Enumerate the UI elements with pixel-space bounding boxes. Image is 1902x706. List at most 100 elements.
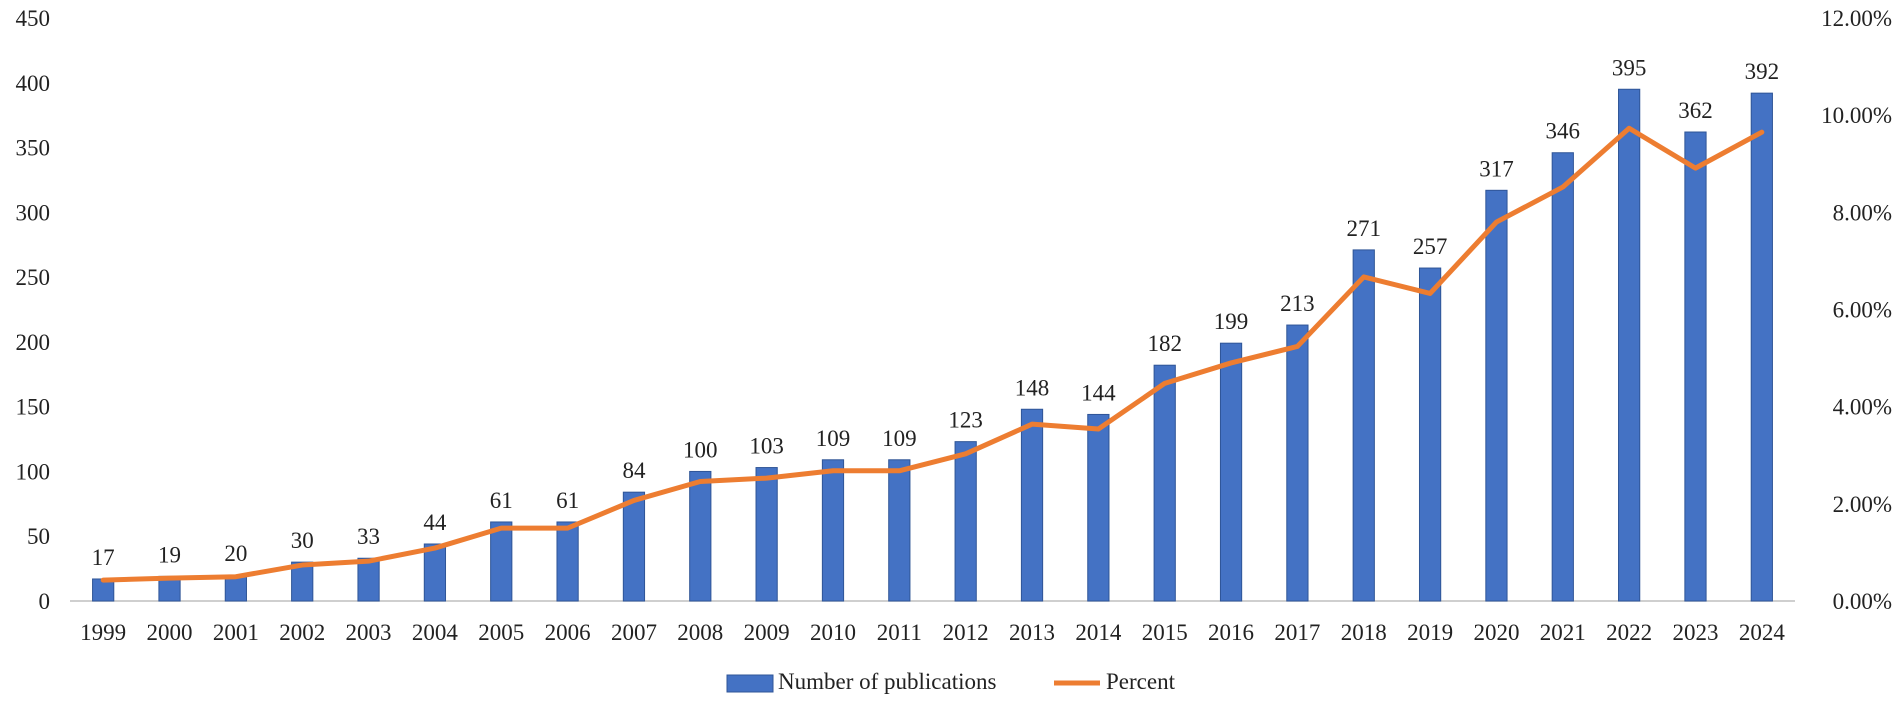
- bar-value-label: 109: [816, 426, 851, 451]
- left-tick-label: 350: [16, 136, 51, 161]
- right-tick-label: 12.00%: [1821, 6, 1892, 31]
- bar: [423, 543, 447, 602]
- left-y-axis: 0 50 100 150 200 250 300 350 400 450: [16, 6, 51, 614]
- bar: [357, 557, 380, 602]
- bar-value-label: 362: [1678, 98, 1713, 123]
- x-tick-label: 2022: [1606, 620, 1652, 645]
- left-tick-label: 300: [16, 200, 51, 225]
- left-tick-label: 200: [16, 330, 51, 355]
- bar: [954, 441, 977, 602]
- percent-point: [1361, 274, 1366, 279]
- legend-label-percent: Percent: [1106, 669, 1176, 694]
- bar-value-label: 213: [1280, 291, 1315, 316]
- legend-item-percent[interactable]: Percent: [1054, 669, 1176, 694]
- percent-point: [1494, 220, 1499, 225]
- right-tick-label: 6.00%: [1833, 298, 1892, 323]
- bar-series: [92, 88, 1773, 602]
- bar-value-label: 346: [1546, 119, 1581, 144]
- percent-point: [101, 578, 106, 583]
- bar: [821, 459, 845, 602]
- bar-value-label: 84: [622, 458, 646, 483]
- percent-point: [1096, 427, 1101, 432]
- x-tick-label: 2013: [1009, 620, 1055, 645]
- bar: [622, 491, 646, 602]
- bar-value-label: 148: [1015, 375, 1050, 400]
- bar: [1352, 249, 1375, 602]
- percent-point: [565, 526, 570, 531]
- x-tick-label: 2017: [1274, 620, 1320, 645]
- bar-value-label: 395: [1612, 55, 1647, 80]
- percent-point: [167, 576, 172, 581]
- bar-value-label: 392: [1745, 59, 1780, 84]
- bar: [1618, 88, 1641, 602]
- percent-point: [499, 526, 504, 531]
- bar-value-label: 109: [882, 426, 917, 451]
- legend-label-publications: Number of publications: [778, 669, 997, 694]
- x-tick-label: 2012: [943, 620, 989, 645]
- legend-item-publications[interactable]: Number of publications: [726, 669, 997, 694]
- percent-point: [1560, 185, 1565, 190]
- bar: [1418, 267, 1442, 602]
- percent-point: [300, 563, 305, 568]
- bar-value-label: 33: [357, 524, 380, 549]
- bar-value-label: 257: [1413, 234, 1448, 259]
- percent-point: [698, 479, 703, 484]
- right-tick-label: 2.00%: [1833, 492, 1892, 517]
- x-tick-label: 2021: [1540, 620, 1586, 645]
- x-tick-label: 2015: [1142, 620, 1188, 645]
- x-axis: 1999 2000 2001 2002 2003 2004 2005 2006 2007 2008…: [80, 620, 1785, 645]
- bar: [1750, 92, 1773, 602]
- x-tick-label: 2024: [1739, 620, 1786, 645]
- x-tick-label: 2010: [810, 620, 856, 645]
- x-tick-label: 2004: [412, 620, 459, 645]
- bar: [1551, 152, 1574, 602]
- bar: [291, 561, 314, 602]
- bar-value-label: 182: [1147, 331, 1182, 356]
- bar-value-label: 271: [1347, 216, 1382, 241]
- right-tick-label: 10.00%: [1821, 103, 1892, 128]
- percent-point: [897, 468, 902, 473]
- percent-point: [1627, 126, 1632, 131]
- percent-point: [631, 498, 636, 503]
- x-tick-label: 1999: [80, 620, 126, 645]
- bar: [755, 467, 778, 602]
- bar-value-label: 61: [556, 488, 579, 513]
- bar: [1020, 408, 1044, 602]
- bar-value-label: 30: [291, 528, 314, 553]
- left-tick-label: 450: [16, 6, 51, 31]
- percent-point: [830, 468, 835, 473]
- percent-point: [1229, 360, 1234, 365]
- legend: Number of publications Percent: [726, 669, 1176, 694]
- bar-value-label: 103: [749, 434, 784, 459]
- bar-value-label: 44: [423, 510, 447, 535]
- percent-point: [1428, 291, 1433, 296]
- left-tick-label: 50: [27, 524, 50, 549]
- x-tick-label: 2005: [478, 620, 524, 645]
- right-tick-label: 8.00%: [1833, 200, 1892, 225]
- bar-value-label: 123: [948, 408, 983, 433]
- left-tick-label: 150: [16, 395, 51, 420]
- x-tick-label: 2019: [1407, 620, 1453, 645]
- bar: [888, 459, 911, 602]
- bar-value-label: 20: [224, 541, 247, 566]
- percent-point: [963, 451, 968, 456]
- bar: [1286, 324, 1309, 602]
- left-tick-label: 0: [39, 589, 51, 614]
- right-tick-label: 4.00%: [1833, 395, 1892, 420]
- percent-point: [233, 574, 238, 579]
- bar: [1684, 131, 1707, 602]
- x-tick-label: 2001: [213, 620, 259, 645]
- bar: [1087, 413, 1110, 602]
- legend-swatch-bar: [726, 674, 774, 693]
- x-tick-label: 2016: [1208, 620, 1254, 645]
- bar-value-label: 317: [1479, 156, 1514, 181]
- x-tick-label: 2008: [677, 620, 723, 645]
- right-y-axis: 0.00% 2.00% 4.00% 6.00% 8.00% 10.00% 12.00%: [1821, 6, 1892, 614]
- percent-point: [366, 559, 371, 564]
- percent-point: [764, 476, 769, 481]
- bar: [1219, 342, 1243, 602]
- x-tick-label: 2009: [744, 620, 790, 645]
- percent-point: [1295, 344, 1300, 349]
- bar: [490, 521, 513, 602]
